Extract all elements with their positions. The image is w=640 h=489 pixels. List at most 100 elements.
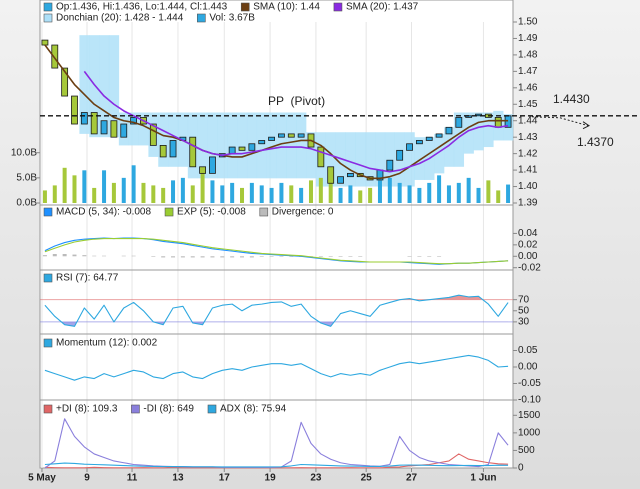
x-tick-label: 17 <box>219 473 231 484</box>
legend-label: RSI (7): 64.77 <box>56 273 119 284</box>
candle <box>71 95 78 125</box>
divergence-bar <box>121 255 126 257</box>
divergence-bar <box>180 256 185 258</box>
y-tick-label: 1.50 <box>518 17 538 28</box>
candle <box>386 159 394 171</box>
y-tick-label: 1.40 <box>518 181 538 192</box>
volume-bar <box>240 187 245 203</box>
y-tick-label: 0.00 <box>518 251 538 262</box>
donchian-band <box>138 112 149 146</box>
divergence-bar <box>161 256 166 258</box>
candle <box>406 143 413 151</box>
candle <box>90 112 98 135</box>
y-tick-label: 10.0B <box>11 147 37 158</box>
donchian-band <box>325 132 336 187</box>
x-tick-label: 19 <box>265 473 277 484</box>
volume-bar <box>121 177 126 203</box>
y-tick-label: 500 <box>518 445 535 456</box>
candle <box>199 166 206 174</box>
volume-bar <box>82 170 87 203</box>
legend-swatch <box>43 207 53 217</box>
divergence-bar <box>62 254 67 257</box>
candle <box>228 146 236 155</box>
candle <box>415 140 423 145</box>
volume-bar <box>377 180 382 203</box>
donchian-band <box>256 112 267 179</box>
legend-swatch <box>131 404 140 414</box>
volume-bar <box>171 180 176 203</box>
divergence-bar <box>102 255 107 257</box>
x-tick-label: 25 <box>361 473 373 484</box>
divergence-bar <box>328 256 333 257</box>
pivot-next: 1.4370 <box>577 135 614 149</box>
divergence-bar <box>92 255 97 257</box>
divergence-bar <box>259 256 264 257</box>
y-tick-label: 1.43 <box>518 132 538 143</box>
divergence-bar <box>82 255 87 257</box>
donchian-band <box>483 112 494 148</box>
divergence-bar <box>220 256 225 258</box>
y-tick-label: 1.48 <box>518 50 538 61</box>
y-tick-label: 1.49 <box>518 33 538 44</box>
legend-label: -DI (8): 649 <box>143 404 194 415</box>
candle <box>61 67 69 97</box>
donchian-band <box>168 112 179 167</box>
series-line <box>83 70 509 173</box>
divergence-bar <box>190 256 195 258</box>
volume-bar <box>407 185 412 203</box>
volume-bar <box>190 185 195 203</box>
volume-bar <box>318 177 323 203</box>
legend-label: Divergence: 0 <box>272 207 334 218</box>
y-tick-label: 1.46 <box>518 82 538 93</box>
legend-label: Op:1.436, Hi:1.436, Lo:1.444, Cl:1.443 <box>56 2 228 13</box>
divergence-bar <box>249 256 254 258</box>
donchian-band <box>444 127 455 167</box>
legend-swatch <box>207 404 217 414</box>
candle <box>110 120 118 138</box>
y-tick-label: 1.41 <box>518 165 538 176</box>
y-tick-label: 0.05 <box>518 345 538 356</box>
candle <box>455 117 463 128</box>
y-tick-label: -0.10 <box>518 395 541 406</box>
divergence-bar <box>240 256 245 258</box>
donchian-band <box>217 112 228 179</box>
y-tick-label: 50 <box>518 305 530 316</box>
volume-bar <box>42 190 47 203</box>
volume-bar <box>466 177 471 203</box>
candle <box>445 126 453 135</box>
volume-bar <box>486 180 491 203</box>
y-tick-label: 70 <box>518 294 530 305</box>
volume-bar <box>437 175 442 203</box>
volume-bar <box>338 187 343 203</box>
candle <box>159 145 167 158</box>
divergence-bar <box>289 256 294 257</box>
divergence-bar <box>348 256 353 257</box>
donchian-band <box>404 132 415 187</box>
candle <box>169 140 177 158</box>
legend-label: Donchian (20): 1.428 - 1.444 <box>56 13 184 24</box>
x-tick-label: 11 <box>127 473 138 484</box>
donchian-band <box>375 132 386 187</box>
candle <box>258 140 266 145</box>
divergence-bar <box>131 255 136 257</box>
donchian-band <box>453 112 465 167</box>
volume-bar <box>52 185 57 203</box>
legend-swatch <box>197 13 206 23</box>
y-tick-label: 0.00 <box>518 362 538 373</box>
x-tick-label: 23 <box>310 473 322 484</box>
volume-bar <box>72 175 77 203</box>
divergence-bar <box>72 254 77 257</box>
divergence-bar <box>407 256 412 257</box>
level-fill <box>44 321 509 327</box>
volume-bar <box>279 182 284 203</box>
donchian-band <box>237 112 248 179</box>
divergence-bar <box>171 256 176 258</box>
legend-swatch <box>164 207 174 217</box>
y-tick-label: 1.39 <box>518 198 538 209</box>
y-tick-label: 0 <box>518 463 524 474</box>
legend-label: MACD (5, 34): -0.008 <box>56 207 151 218</box>
series-line <box>44 453 509 469</box>
legend-label: Momentum (12): 0.002 <box>56 338 158 349</box>
donchian-band <box>227 112 238 179</box>
divergence-bar <box>427 256 432 257</box>
